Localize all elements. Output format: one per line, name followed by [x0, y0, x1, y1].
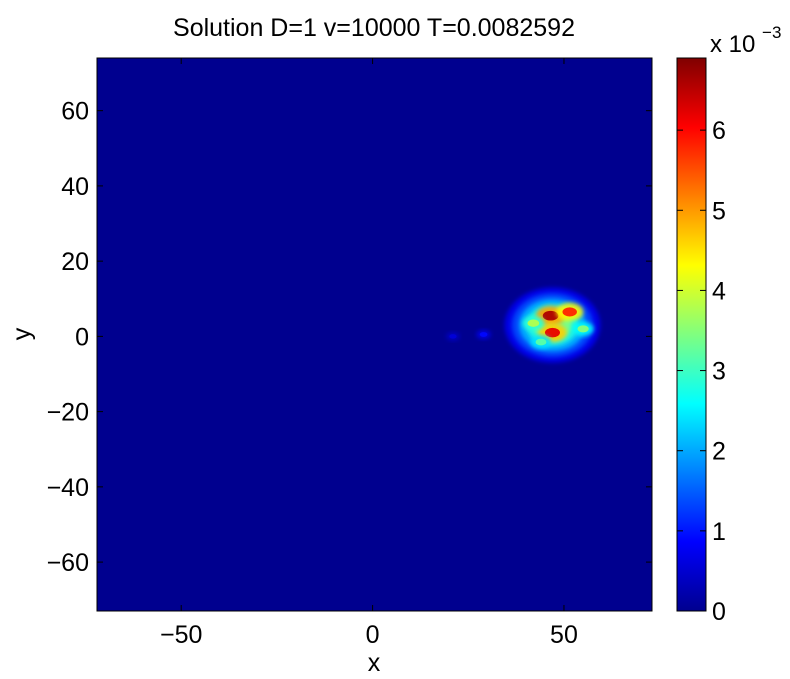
chart-title: Solution D=1 v=10000 T=0.0082592: [173, 14, 575, 42]
colorbar: 0 1 2 3 4 5 6 x 10 −3: [676, 23, 781, 626]
heatmap-peak: [449, 334, 457, 339]
plot-frame: [96, 57, 653, 612]
colorbar-multiplier-base: x 10: [710, 31, 755, 58]
heatmap-peak: [577, 325, 589, 333]
x-tick-label: 50: [550, 621, 578, 649]
heatmap-peak: [527, 319, 540, 327]
colorbar-tick-label: 3: [712, 358, 726, 386]
y-tick-label: 20: [61, 248, 89, 276]
heatmap-peak: [542, 310, 559, 321]
colorbar-tick-label: 6: [712, 117, 726, 145]
y-axis-label: y: [8, 327, 36, 340]
y-tick-label: 40: [61, 173, 89, 201]
y-tick-label: 60: [61, 98, 89, 126]
colorbar-multiplier: x 10 −3: [710, 23, 781, 58]
colorbar-tick-label: 0: [712, 598, 726, 626]
colorbar-tick-label: 4: [712, 277, 726, 305]
y-tick-label: −20: [47, 399, 89, 427]
heatmap-peak: [562, 307, 577, 317]
y-tick-label: −40: [47, 474, 89, 502]
colorbar-gradient: [676, 57, 707, 612]
y-tick-label: −60: [47, 549, 89, 577]
x-axis-ticks: −50 0 50: [160, 58, 578, 649]
heatmap-peak: [535, 338, 547, 346]
heatmap-peak: [544, 327, 560, 338]
heatmap-peak: [479, 332, 488, 337]
colorbar-tick-label: 5: [712, 197, 726, 225]
colorbar-tick-label: 2: [712, 438, 726, 466]
heatmap-layer: [446, 287, 601, 363]
colorbar-multiplier-exponent: −3: [762, 23, 781, 42]
x-axis-label: x: [368, 649, 381, 677]
plot-area: −50 0 50 −60 −40 −20 0 20 40 60: [47, 57, 653, 649]
x-tick-label: 0: [366, 621, 380, 649]
y-tick-label: 0: [75, 323, 89, 351]
colorbar-ticks: 0 1 2 3 4 5 6: [677, 117, 726, 626]
colorbar-tick-label: 1: [712, 518, 726, 546]
x-tick-label: −50: [160, 621, 202, 649]
y-axis-ticks: −60 −40 −20 0 20 40 60: [47, 98, 652, 577]
